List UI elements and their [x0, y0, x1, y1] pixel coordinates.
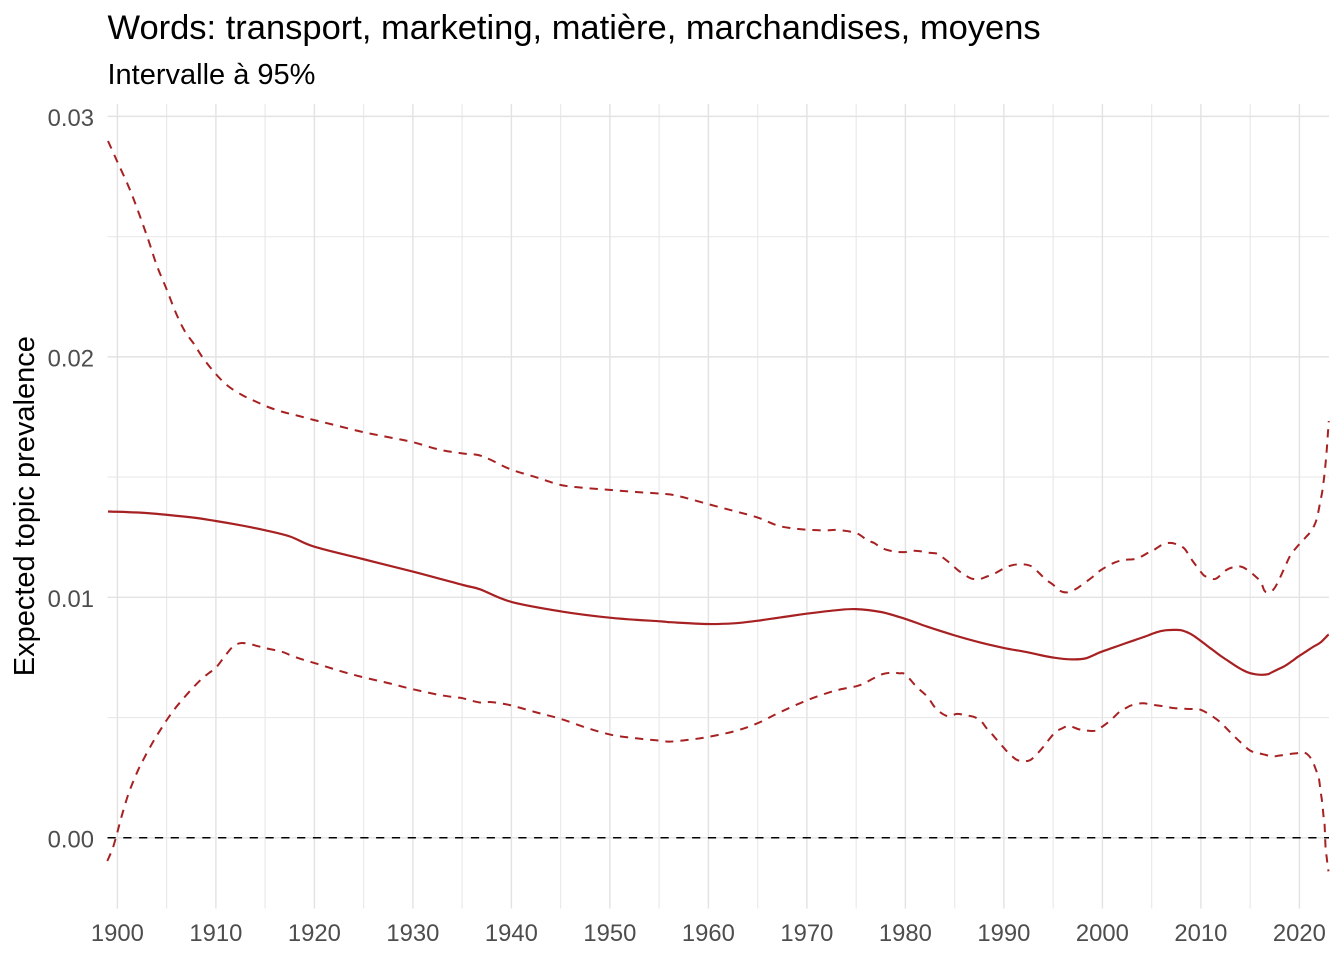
- svg-text:1960: 1960: [682, 920, 735, 947]
- svg-text:0.01: 0.01: [48, 586, 94, 613]
- svg-text:0.02: 0.02: [48, 346, 94, 373]
- svg-text:1980: 1980: [879, 920, 932, 947]
- svg-text:Expected topic prevalence: Expected topic prevalence: [9, 336, 41, 676]
- svg-text:0.00: 0.00: [48, 827, 94, 854]
- svg-text:1910: 1910: [189, 920, 242, 947]
- svg-text:1930: 1930: [386, 920, 439, 947]
- svg-text:1970: 1970: [780, 920, 833, 947]
- svg-text:1940: 1940: [485, 920, 538, 947]
- svg-text:1900: 1900: [91, 920, 144, 947]
- svg-text:2020: 2020: [1273, 920, 1326, 947]
- svg-text:1920: 1920: [288, 920, 341, 947]
- svg-text:2010: 2010: [1174, 920, 1227, 947]
- svg-text:Intervalle à 95%: Intervalle à 95%: [108, 59, 316, 91]
- svg-text:1990: 1990: [977, 920, 1030, 947]
- svg-text:0.03: 0.03: [48, 105, 94, 132]
- svg-text:1950: 1950: [583, 920, 636, 947]
- svg-text:Words: transport, marketing, m: Words: transport, marketing, matière, ma…: [108, 9, 1041, 47]
- svg-text:2000: 2000: [1076, 920, 1129, 947]
